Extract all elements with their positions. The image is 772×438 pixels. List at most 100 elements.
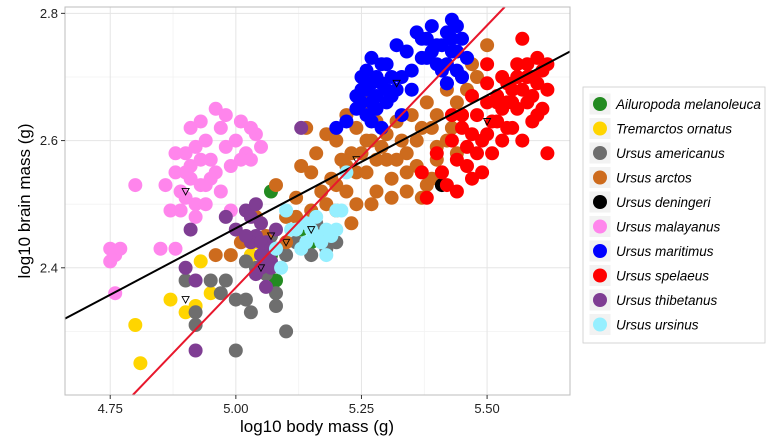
plot-border <box>64 6 571 396</box>
data-point <box>213 184 228 199</box>
y-axis-title: log10 brain mass (g) <box>15 124 34 279</box>
data-point <box>188 197 203 212</box>
legend-label: Ailuropoda melanoleuca <box>615 97 761 112</box>
mean-marker <box>181 188 190 196</box>
data-point <box>480 76 495 91</box>
data-point <box>178 305 193 320</box>
legend-label: Ursus americanus <box>616 146 725 161</box>
data-point <box>269 286 283 301</box>
data-point <box>465 171 479 186</box>
data-point <box>359 165 374 180</box>
data-point <box>228 292 243 307</box>
data-point <box>269 222 283 237</box>
data-point <box>530 50 545 65</box>
data-point <box>233 152 248 167</box>
data-point <box>223 159 238 173</box>
data-point <box>254 139 268 154</box>
x-axis-ticks: 4.75 5.00 5.25 5.50 <box>98 395 500 416</box>
data-point <box>304 248 319 263</box>
data-point <box>309 229 324 243</box>
legend-swatch <box>593 195 607 209</box>
data-point <box>168 146 183 161</box>
data-point <box>309 209 324 224</box>
legend-label: Ursus deningeri <box>616 195 712 210</box>
data-point <box>243 152 258 167</box>
data-point <box>349 120 364 135</box>
data-point <box>218 108 233 123</box>
data-point <box>339 114 354 129</box>
data-point <box>444 44 459 59</box>
data-point <box>449 184 464 199</box>
data-point <box>334 203 349 218</box>
mean-marker <box>181 296 190 305</box>
data-point <box>223 248 238 263</box>
data-point <box>329 222 344 237</box>
data-point <box>188 273 203 288</box>
data-point <box>515 133 530 148</box>
data-point <box>319 248 334 263</box>
data-point <box>188 343 203 358</box>
y-tick-label: 2.6 <box>40 133 58 148</box>
data-point <box>294 159 309 173</box>
data-point <box>404 108 419 123</box>
data-point <box>449 19 464 34</box>
fit-line <box>64 50 571 320</box>
data-point <box>399 184 414 199</box>
data-point <box>113 241 128 256</box>
data-point <box>183 222 198 237</box>
data-point <box>103 254 118 269</box>
data-point <box>163 292 178 307</box>
data-point <box>424 171 439 186</box>
data-point <box>460 159 474 173</box>
fit-line <box>132 6 506 396</box>
data-point <box>465 127 479 142</box>
data-point <box>208 101 223 116</box>
data-point <box>329 133 344 148</box>
data-point <box>495 133 510 148</box>
data-point <box>500 95 515 110</box>
data-point <box>379 152 394 167</box>
data-point <box>455 31 469 46</box>
data-point <box>409 133 424 148</box>
data-point <box>470 108 484 123</box>
data-point <box>349 101 364 116</box>
data-point <box>238 292 253 307</box>
y-axis-ticks: 2.4 2.6 2.8 <box>40 6 65 275</box>
data-point <box>439 178 454 193</box>
data-point <box>470 70 484 84</box>
data-point <box>173 203 188 218</box>
data-point <box>379 82 394 97</box>
data-point <box>158 178 173 193</box>
legend-swatch <box>593 170 607 185</box>
mean-marker <box>306 226 316 235</box>
data-point <box>269 241 283 256</box>
data-point <box>384 171 399 186</box>
mean-marker <box>482 118 492 126</box>
data-point <box>480 57 495 72</box>
data-point <box>460 139 474 154</box>
data-point <box>354 82 369 97</box>
data-point <box>309 146 324 161</box>
data-point <box>178 146 193 161</box>
data-point <box>269 299 283 313</box>
data-point <box>213 120 228 135</box>
data-point <box>444 120 459 135</box>
data-point <box>128 318 143 332</box>
data-point <box>178 165 193 180</box>
data-point <box>510 101 525 116</box>
data-point <box>490 95 505 110</box>
x-axis-title: log10 body mass (g) <box>240 417 394 436</box>
data-point <box>369 89 384 103</box>
legend: Ailuropoda melanoleuca Tremarctos ornatus… <box>582 86 766 344</box>
data-point <box>429 146 444 161</box>
data-point <box>279 248 294 263</box>
data-point <box>364 197 379 212</box>
data-point <box>434 165 449 180</box>
data-point <box>349 165 364 180</box>
legend-box <box>582 86 766 344</box>
data-point <box>490 114 505 129</box>
data-point <box>294 120 309 135</box>
data-point <box>203 152 218 167</box>
data-point <box>389 152 404 167</box>
data-point <box>505 82 520 97</box>
